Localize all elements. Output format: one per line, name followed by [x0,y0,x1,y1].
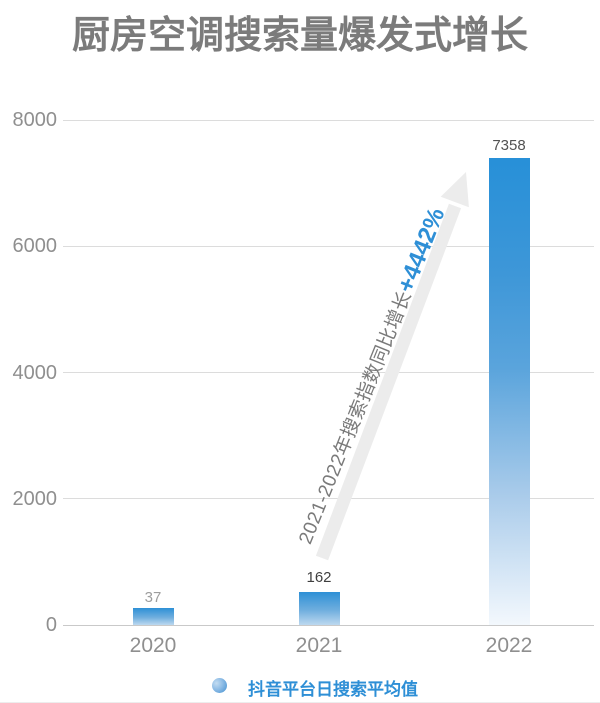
bar-2020 [132,608,174,625]
y-tick-label-8000: 8000 [12,109,58,131]
y-tick-label-6000: 6000 [12,235,58,258]
growth-annotation: 2021-2022年搜索指数同比增长+4442% [275,166,468,585]
gridline-8000 [63,119,594,121]
x-tick-label-2022: 2022 [485,634,533,657]
y-tick-label-0: 0 [45,614,57,636]
x-tick-label-2021: 2021 [295,634,343,657]
value-label-2022: 7358 [492,137,526,154]
bar-2022 [488,158,530,625]
bar-2021 [298,592,340,625]
legend-label: 抖音平台日搜索平均值 [248,680,418,699]
y-tick-label-4000: 4000 [12,361,58,384]
value-label-2021: 162 [306,569,332,586]
annotation-percent: +4442% [392,204,451,297]
legend-marker-icon [212,678,227,693]
chart-title: 厨房空调搜索量爆发式增长 [71,15,528,57]
y-tick-label-2000: 2000 [12,487,58,510]
annotation-text: 2021-2022年搜索指数同比增长 [295,288,417,548]
value-label-2020: 37 [144,589,162,606]
x-tick-label-2020: 2020 [129,634,177,657]
gridline-0 [63,624,594,626]
